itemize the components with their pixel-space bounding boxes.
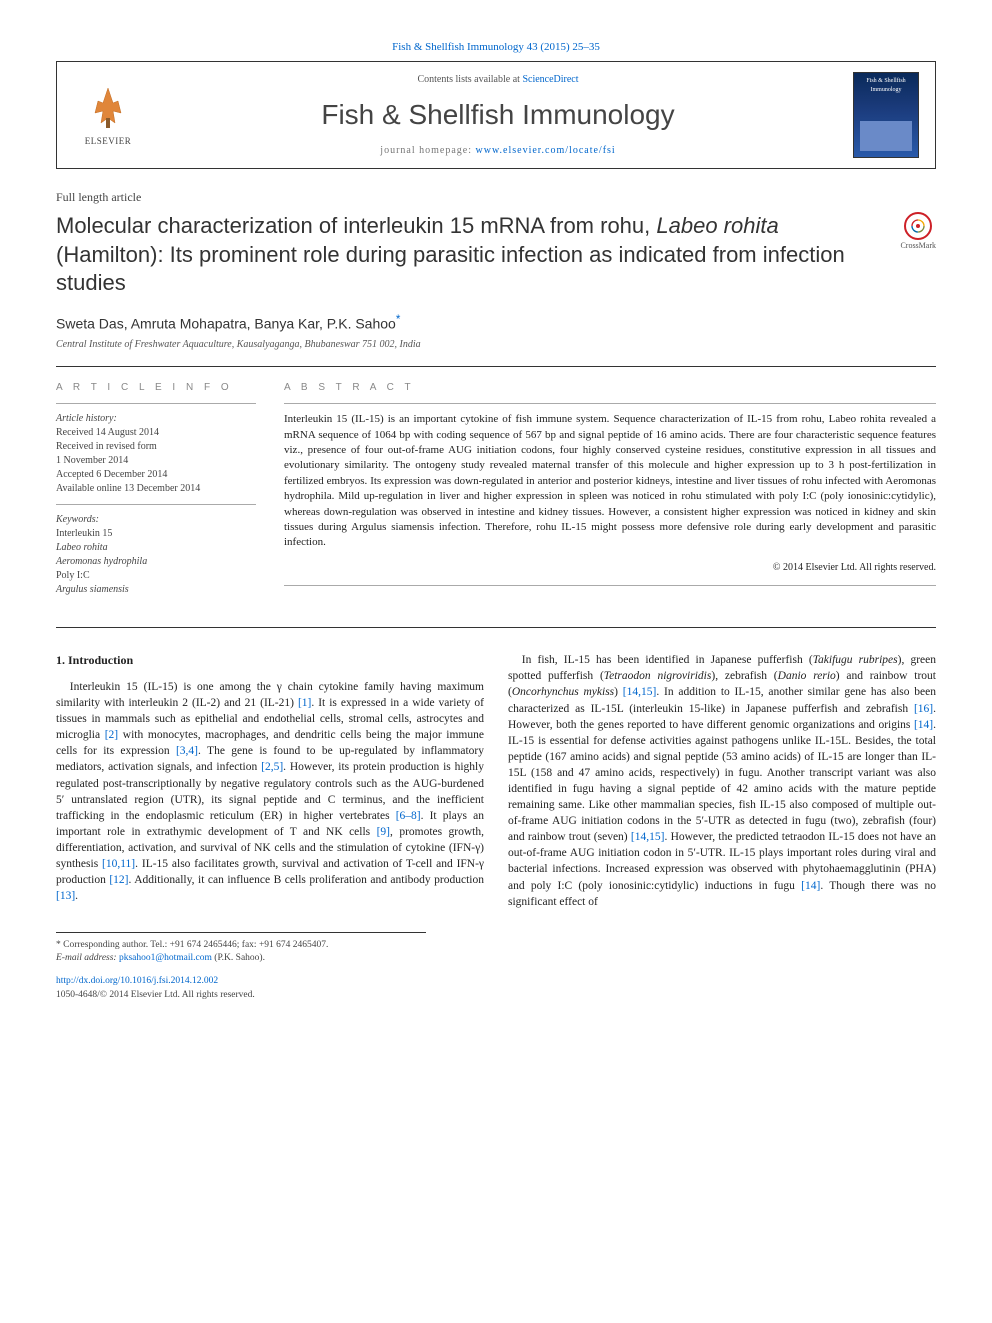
author-names: Sweta Das, Amruta Mohapatra, Banya Kar, … (56, 316, 396, 332)
issn-line: 1050-4648/© 2014 Elsevier Ltd. All right… (56, 990, 255, 1000)
homepage-prefix: journal homepage: (380, 145, 475, 156)
keyword: Argulus siamensis (56, 583, 256, 597)
contents-prefix: Contents lists available at (417, 74, 522, 85)
journal-title: Fish & Shellfish Immunology (143, 95, 853, 134)
keyword: Interleukin 15 (56, 527, 256, 541)
page-footer: http://dx.doi.org/10.1016/j.fsi.2014.12.… (56, 975, 936, 1002)
corr-mark: * (396, 313, 401, 326)
crossmark-icon (910, 218, 926, 234)
journal-cover: Fish & Shellfish Immunology (853, 72, 919, 158)
keyword: Aeromonas hydrophila (56, 555, 256, 569)
history-line: Received 14 August 2014 (56, 426, 256, 440)
section-heading: 1. Introduction (56, 652, 484, 669)
title-row: Molecular characterization of interleuki… (56, 212, 936, 298)
info-abstract-row: A R T I C L E I N F O Article history: R… (56, 381, 936, 597)
journal-ref: Fish & Shellfish Immunology 43 (2015) 25… (56, 40, 936, 55)
abstract-copyright: © 2014 Elsevier Ltd. All rights reserved… (284, 561, 936, 575)
history-line: Received in revised form (56, 440, 256, 454)
article-title: Molecular characterization of interleuki… (56, 212, 890, 298)
rule-top (56, 366, 936, 367)
history-line: 1 November 2014 (56, 454, 256, 468)
homepage-link[interactable]: www.elsevier.com/locate/fsi (476, 145, 616, 156)
doi-link[interactable]: http://dx.doi.org/10.1016/j.fsi.2014.12.… (56, 976, 218, 986)
body-columns: 1. Introduction Interleukin 15 (IL-15) i… (56, 652, 936, 910)
keywords-label: Keywords: (56, 513, 256, 527)
elsevier-tree-icon (83, 83, 133, 133)
crossmark-badge[interactable]: CrossMark (900, 212, 936, 251)
abstract-heading: A B S T R A C T (284, 381, 936, 395)
contents-line: Contents lists available at ScienceDirec… (143, 73, 853, 87)
email-link[interactable]: pksahoo1@hotmail.com (119, 953, 212, 963)
history-label: Article history: (56, 412, 256, 426)
body-para-2: In fish, IL-15 has been identified in Ja… (508, 652, 936, 910)
email-who: (P.K. Sahoo). (212, 953, 265, 963)
elsevier-logo: ELSEVIER (73, 75, 143, 155)
history-line: Available online 13 December 2014 (56, 482, 256, 496)
journal-header: ELSEVIER Contents lists available at Sci… (56, 61, 936, 169)
email-line: E-mail address: pksahoo1@hotmail.com (P.… (56, 952, 426, 965)
rule-mid (56, 627, 936, 628)
body-para-1: Interleukin 15 (IL-15) is one among the … (56, 679, 484, 904)
article-info: A R T I C L E I N F O Article history: R… (56, 381, 256, 597)
keyword: Labeo rohita (56, 541, 256, 555)
abstract: A B S T R A C T Interleukin 15 (IL-15) i… (284, 381, 936, 597)
article-info-heading: A R T I C L E I N F O (56, 381, 256, 395)
corr-line: * Corresponding author. Tel.: +91 674 24… (56, 939, 426, 952)
header-center: Contents lists available at ScienceDirec… (143, 73, 853, 158)
history-line: Accepted 6 December 2014 (56, 468, 256, 482)
authors: Sweta Das, Amruta Mohapatra, Banya Kar, … (56, 312, 936, 334)
article-type: Full length article (56, 189, 936, 206)
journal-ref-link[interactable]: Fish & Shellfish Immunology 43 (2015) 25… (392, 41, 600, 53)
correspondence-footnote: * Corresponding author. Tel.: +91 674 24… (56, 932, 426, 966)
crossmark-label: CrossMark (900, 240, 936, 251)
elsevier-label: ELSEVIER (85, 135, 132, 148)
keyword: Poly I:C (56, 569, 256, 583)
cover-title: Fish & Shellfish Immunology (854, 73, 918, 94)
sciencedirect-link[interactable]: ScienceDirect (522, 74, 578, 85)
affiliation: Central Institute of Freshwater Aquacult… (56, 338, 936, 352)
homepage-line: journal homepage: www.elsevier.com/locat… (143, 144, 853, 158)
abstract-text: Interleukin 15 (IL-15) is an important c… (284, 412, 936, 551)
email-label: E-mail address: (56, 953, 119, 963)
